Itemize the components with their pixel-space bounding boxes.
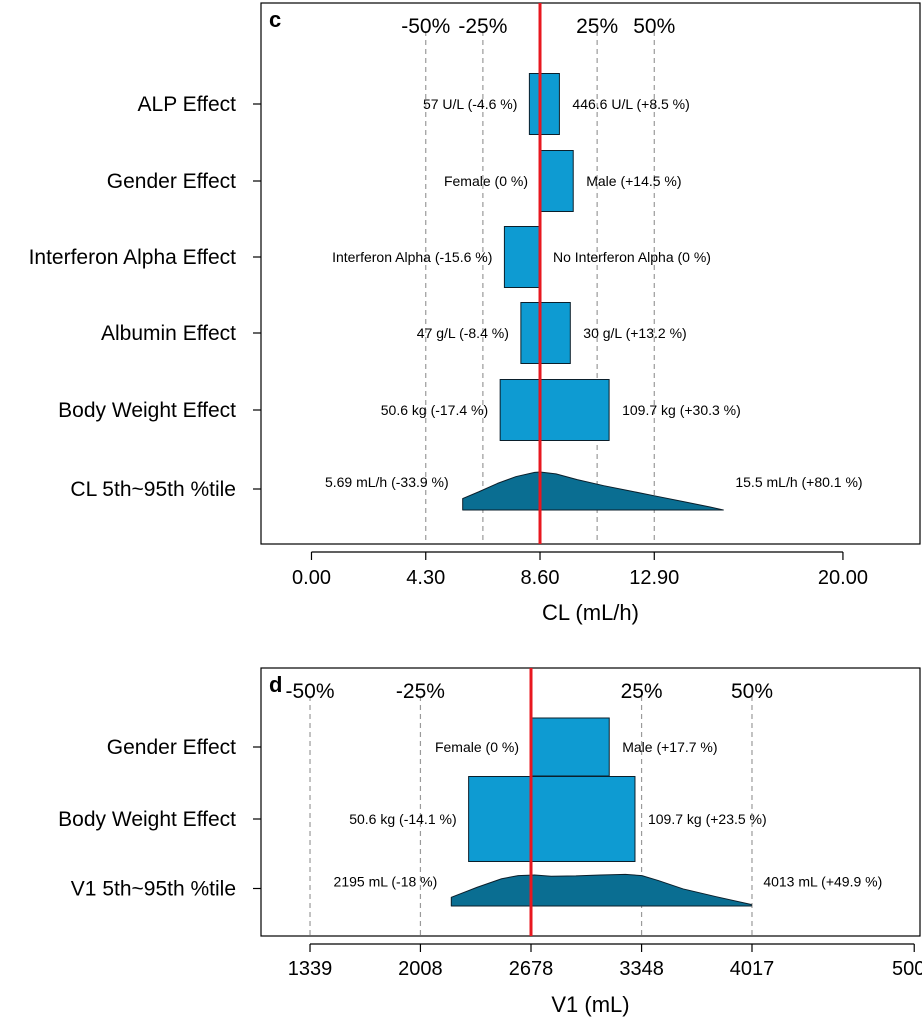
effect-bar — [500, 380, 609, 441]
pct-gridline-label: -50% — [401, 15, 450, 38]
x-tick-label: 12.90 — [629, 567, 679, 589]
bar-high-label: Male (+17.7 %) — [622, 739, 717, 755]
distribution-high-label: 15.5 mL/h (+80.1 %) — [735, 474, 862, 490]
x-tick-label: 8.60 — [521, 567, 560, 589]
panel-label: c — [269, 7, 281, 32]
pct-gridline-label: 25% — [576, 15, 618, 38]
bar-high-label: 446.6 U/L (+8.5 %) — [572, 96, 689, 112]
effect-bar — [469, 777, 635, 862]
bar-low-label: Female (0 %) — [435, 739, 519, 755]
effect-bar — [540, 151, 573, 212]
y-tick-label: Body Weight Effect — [58, 808, 236, 831]
x-tick-label: 5000 — [892, 958, 922, 980]
y-tick-label: Interferon Alpha Effect — [29, 246, 237, 269]
pct-gridline-label: 50% — [633, 15, 675, 38]
bar-high-label: No Interferon Alpha (0 %) — [553, 249, 711, 265]
y-tick-label: Body Weight Effect — [58, 399, 236, 422]
x-tick-label: 2678 — [509, 958, 554, 980]
bar-low-label: 50.6 kg (-17.4 %) — [381, 402, 488, 418]
panel-label: d — [269, 672, 282, 697]
y-tick-label: Gender Effect — [107, 736, 236, 759]
x-tick-label: 20.00 — [818, 567, 868, 589]
x-tick-label: 0.00 — [292, 567, 331, 589]
pct-gridline-label: -25% — [458, 15, 507, 38]
distribution-high-label: 4013 mL (+49.9 %) — [763, 874, 882, 890]
effect-bar — [504, 227, 540, 288]
plot-frame — [261, 3, 920, 544]
x-tick-label: 3348 — [619, 958, 664, 980]
bar-high-label: 109.7 kg (+30.3 %) — [622, 402, 741, 418]
x-tick-label: 4017 — [730, 958, 775, 980]
effect-bar — [531, 718, 609, 776]
distribution-low-label: 2195 mL (-18 %) — [334, 874, 438, 890]
y-tick-label: V1 5th~95th %tile — [71, 878, 236, 901]
x-axis-title: V1 (mL) — [551, 992, 629, 1017]
pct-gridline-label: 25% — [621, 680, 663, 703]
y-tick-label: Albumin Effect — [101, 322, 236, 345]
effect-bar — [529, 74, 559, 135]
distribution-low-label: 5.69 mL/h (-33.9 %) — [325, 474, 449, 490]
y-tick-label: ALP Effect — [138, 93, 237, 116]
y-tick-label: Gender Effect — [107, 170, 236, 193]
bar-high-label: 109.7 kg (+23.5 %) — [648, 811, 767, 827]
pct-gridline-label: 50% — [731, 680, 773, 703]
distribution-shape — [463, 472, 724, 510]
x-tick-label: 1339 — [288, 958, 333, 980]
bar-low-label: Interferon Alpha (-15.6 %) — [332, 249, 492, 265]
bar-low-label: Female (0 %) — [444, 173, 528, 189]
distribution-shape — [451, 874, 751, 906]
x-tick-label: 4.30 — [406, 567, 445, 589]
bar-low-label: 47 g/L (-8.4 %) — [417, 325, 509, 341]
pct-gridline-label: -25% — [396, 680, 445, 703]
x-axis-title: CL (mL/h) — [542, 600, 639, 625]
x-tick-label: 2008 — [398, 958, 443, 980]
pct-gridline-label: -50% — [286, 680, 335, 703]
bar-high-label: 30 g/L (+13.2 %) — [583, 325, 686, 341]
bar-high-label: Male (+14.5 %) — [586, 173, 681, 189]
effect-bar — [521, 303, 570, 364]
bar-low-label: 50.6 kg (-14.1 %) — [349, 811, 456, 827]
bar-low-label: 57 U/L (-4.6 %) — [423, 96, 517, 112]
y-tick-label: CL 5th~95th %tile — [70, 478, 236, 501]
